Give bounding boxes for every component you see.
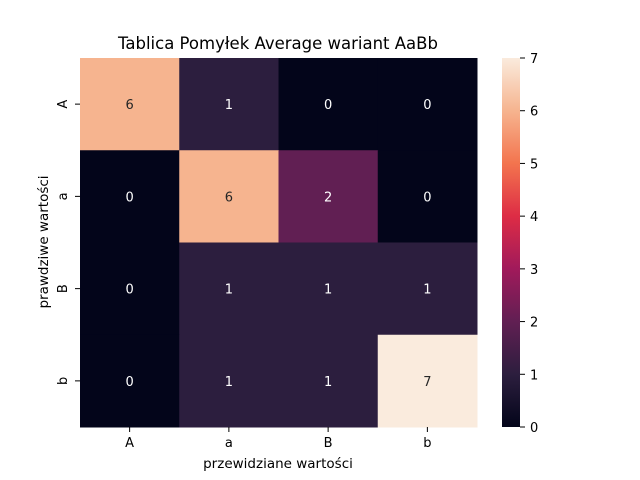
cell-value-3-3: 7 (423, 375, 431, 390)
heatmap-cell-2-2 (278, 242, 379, 336)
heatmap-cell-0-3 (377, 58, 478, 151)
colorbar-tick-label-6: 6 (530, 105, 538, 120)
heatmap-cell-labels: 6 1 0 0 0 6 2 0 0 1 1 1 0 1 1 7 (125, 98, 431, 390)
heatmap-cell-3-3 (377, 334, 478, 428)
heatmap-cell-0-0 (80, 58, 180, 151)
colorbar-tick-label-3: 3 (530, 263, 538, 278)
x-tick-label-0: A (125, 436, 134, 451)
cell-value-3-2: 1 (324, 375, 332, 390)
colorbar-tick-label-5: 5 (530, 157, 538, 172)
y-axis-ticks: Aa Bb (56, 100, 80, 385)
cell-value-0-1: 1 (225, 98, 233, 113)
heatmap-cell-2-0 (80, 242, 180, 336)
colorbar-tick-label-0: 0 (530, 421, 538, 436)
heatmap-cell-0-2 (278, 58, 379, 151)
cell-value-2-3: 1 (423, 283, 431, 298)
heatmap-cell-1-2 (278, 150, 379, 243)
colorbar-ticks: 0 1 2 3 4 5 6 7 (520, 52, 538, 436)
x-axis-label: przewidziane wartości (203, 456, 353, 472)
colorbar-tick-label-4: 4 (530, 210, 538, 225)
x-tick-label-3: b (423, 436, 431, 451)
colorbar-tick-label-7: 7 (530, 52, 538, 67)
y-tick-label-1: a (56, 192, 71, 200)
x-tick-label-2: B (324, 436, 333, 451)
heatmap-cell-3-2 (278, 334, 379, 428)
heatmap-cell-1-0 (80, 150, 180, 243)
colorbar-tick-label-2: 2 (530, 316, 538, 331)
heatmap-cell-1-3 (377, 150, 478, 243)
heatmap-cell-1-1 (179, 150, 279, 243)
heatmap-cell-3-1 (179, 334, 279, 428)
x-tick-label-1: a (225, 436, 233, 451)
cell-value-0-3: 0 (423, 98, 431, 113)
colorbar (502, 58, 520, 427)
heatmap-cell-3-0 (80, 334, 180, 428)
heatmap-cell-2-1 (179, 242, 279, 336)
cell-value-1-3: 0 (423, 190, 431, 205)
chart-title: Tablica Pomyłek Average wariant AaBb (117, 34, 438, 53)
y-axis-label: prawdziwe wartości (36, 175, 52, 308)
heatmap-cell-0-1 (179, 58, 279, 151)
cell-value-2-1: 1 (225, 283, 233, 298)
heatmap-cell-2-3 (377, 242, 478, 336)
cell-value-3-0: 0 (125, 375, 133, 390)
cell-value-0-2: 0 (324, 98, 332, 113)
cell-value-2-2: 1 (324, 283, 332, 298)
cell-value-1-1: 6 (225, 190, 233, 205)
cell-value-2-0: 0 (125, 283, 133, 298)
cell-value-0-0: 6 (125, 98, 133, 113)
y-tick-label-3: b (56, 377, 71, 385)
cell-value-3-1: 1 (225, 375, 233, 390)
heatmap-cells (80, 58, 478, 428)
y-tick-label-0: A (56, 100, 71, 109)
y-tick-label-2: B (56, 284, 71, 293)
colorbar-tick-label-1: 1 (530, 368, 538, 383)
cell-value-1-0: 0 (125, 190, 133, 205)
cell-value-1-2: 2 (324, 190, 332, 205)
